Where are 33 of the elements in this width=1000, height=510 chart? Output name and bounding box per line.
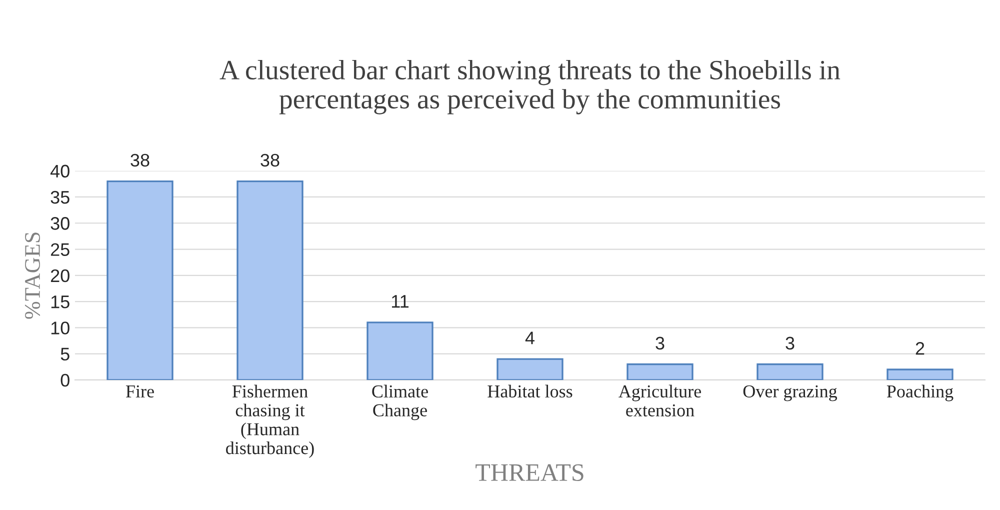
x-tick-label: Fire [126, 385, 154, 398]
y-axis-title: %TAGES [24, 232, 40, 319]
bar [366, 322, 434, 380]
x-tick-label: Agriculture extension [618, 384, 701, 416]
y-tick-label: 15 [51, 296, 70, 308]
data-label: 3 [786, 336, 794, 350]
x-axis-title: THREATS [476, 464, 584, 482]
data-label: 11 [392, 295, 408, 308]
y-tick-label: 20 [50, 269, 70, 282]
bar [756, 363, 824, 380]
bar [236, 180, 304, 380]
y-tick-label: 10 [51, 322, 70, 334]
bar [626, 363, 694, 380]
x-tick-label: Fishermen chasing it (Human disturbance) [226, 384, 314, 458]
bar [886, 368, 954, 380]
data-label: 4 [525, 332, 534, 344]
data-label: 3 [656, 336, 664, 350]
y-tick-label: 5 [60, 348, 70, 361]
data-label: 2 [916, 342, 924, 355]
y-tick-label: 40 [50, 164, 70, 178]
y-tick-label: 30 [50, 217, 70, 230]
data-label: 38 [260, 154, 280, 167]
bar [496, 358, 564, 380]
x-tick-label: Poaching [886, 384, 954, 402]
y-tick-label: 0 [60, 374, 70, 387]
x-tick-label: Climate Change [372, 384, 428, 420]
y-tick-label: 25 [50, 243, 70, 256]
data-label: 38 [130, 154, 150, 167]
bar [106, 180, 174, 380]
chart-title: A clustered bar chart showing threats to the Shoebills in percentages as perceived by the communities [220, 60, 840, 114]
x-tick-label: Habitat loss [488, 384, 572, 398]
y-tick-label: 35 [50, 190, 70, 204]
x-tick-label: Over grazing [743, 385, 838, 402]
